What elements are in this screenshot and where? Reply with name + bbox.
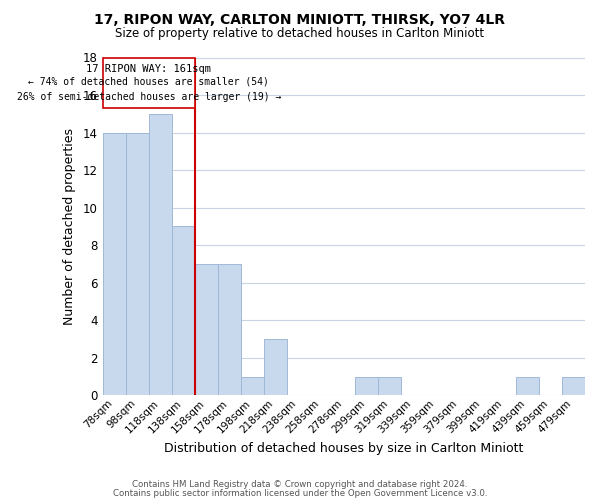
Text: Size of property relative to detached houses in Carlton Miniott: Size of property relative to detached ho… [115,28,485,40]
Bar [241,376,263,396]
X-axis label: Distribution of detached houses by size in Carlton Miniott: Distribution of detached houses by size … [164,442,524,455]
Text: Contains public sector information licensed under the Open Government Licence v3: Contains public sector information licen… [113,488,487,498]
Bar [516,376,539,396]
FancyBboxPatch shape [103,58,195,108]
Bar [263,339,287,396]
Text: 26% of semi-detached houses are larger (19) →: 26% of semi-detached houses are larger (… [17,92,281,102]
Y-axis label: Number of detached properties: Number of detached properties [63,128,76,325]
Bar [195,264,218,396]
Bar [379,376,401,396]
Bar [103,132,126,396]
Bar [126,132,149,396]
Text: 17 RIPON WAY: 161sqm: 17 RIPON WAY: 161sqm [86,64,211,74]
Text: 17, RIPON WAY, CARLTON MINIOTT, THIRSK, YO7 4LR: 17, RIPON WAY, CARLTON MINIOTT, THIRSK, … [95,12,505,26]
Bar [218,264,241,396]
Bar [172,226,195,396]
Bar [355,376,379,396]
Text: ← 74% of detached houses are smaller (54): ← 74% of detached houses are smaller (54… [28,77,269,87]
Text: Contains HM Land Registry data © Crown copyright and database right 2024.: Contains HM Land Registry data © Crown c… [132,480,468,489]
Bar [562,376,585,396]
Bar [149,114,172,396]
